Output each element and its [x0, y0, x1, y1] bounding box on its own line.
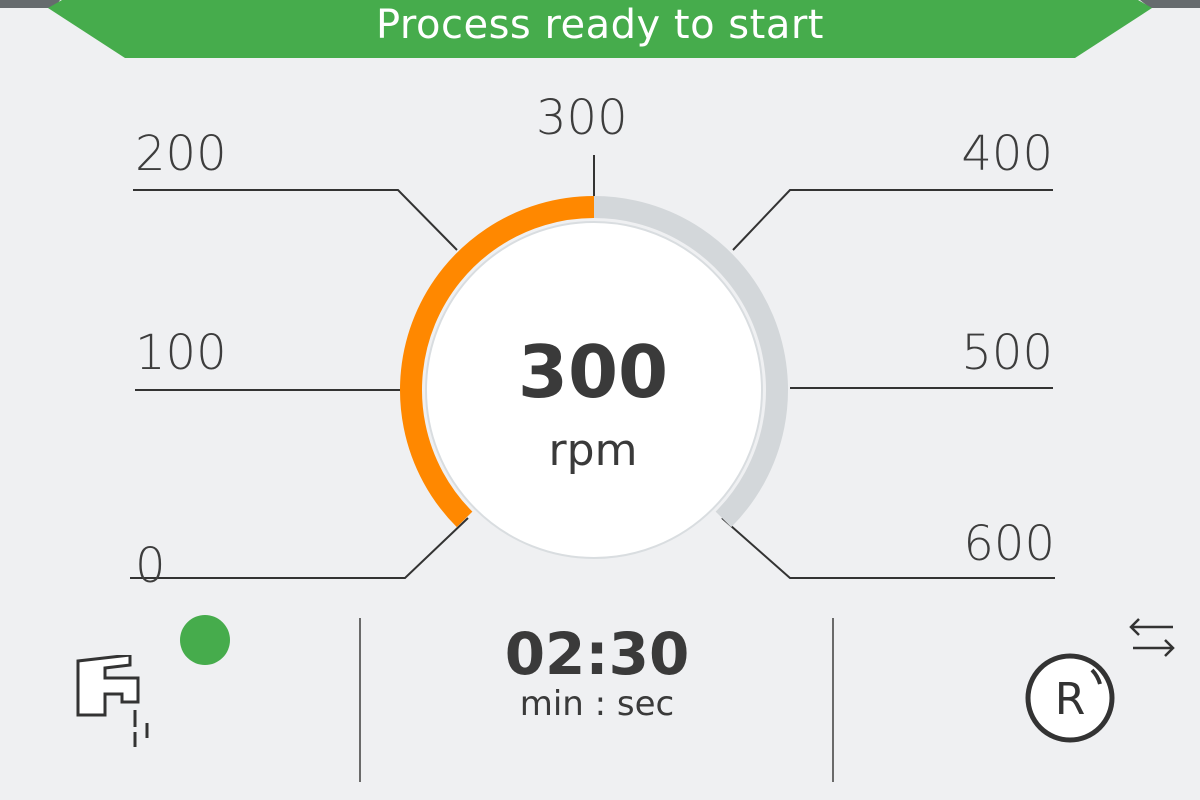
tick-leader-lines — [130, 155, 1055, 579]
gauge-fill — [400, 196, 595, 528]
tick-label-0: 0 — [135, 538, 166, 594]
svg-text:R: R — [1055, 674, 1086, 725]
tick-label-200: 200 — [135, 126, 227, 182]
tick-label-600: 600 — [963, 516, 1055, 572]
divider — [359, 618, 361, 782]
tick-label-300: 300 — [536, 90, 628, 146]
timer-unit: min : sec — [519, 684, 675, 724]
tick-label-400: 400 — [961, 126, 1053, 182]
tick-label-100: 100 — [135, 325, 227, 381]
leader-400 — [732, 189, 1053, 251]
timer-value[interactable]: 02:30 — [504, 620, 690, 688]
divider — [832, 618, 834, 782]
water-status-dot — [180, 615, 230, 665]
leader-200 — [133, 189, 458, 251]
status-text: Process ready to start — [376, 2, 824, 48]
rotor-r-icon[interactable]: R — [1022, 652, 1122, 748]
speed-unit: rpm — [548, 425, 638, 476]
swap-arrows-icon[interactable] — [1125, 612, 1180, 662]
gauge-face — [425, 221, 763, 559]
speed-gauge[interactable] — [0, 0, 1200, 600]
water-tap-icon[interactable] — [75, 655, 170, 750]
status-banner — [0, 0, 1200, 58]
leader-600 — [721, 517, 1055, 579]
leader-0 — [130, 517, 469, 579]
speed-value: 300 — [517, 330, 669, 414]
gauge-track — [593, 196, 788, 528]
tick-label-500: 500 — [961, 325, 1053, 381]
